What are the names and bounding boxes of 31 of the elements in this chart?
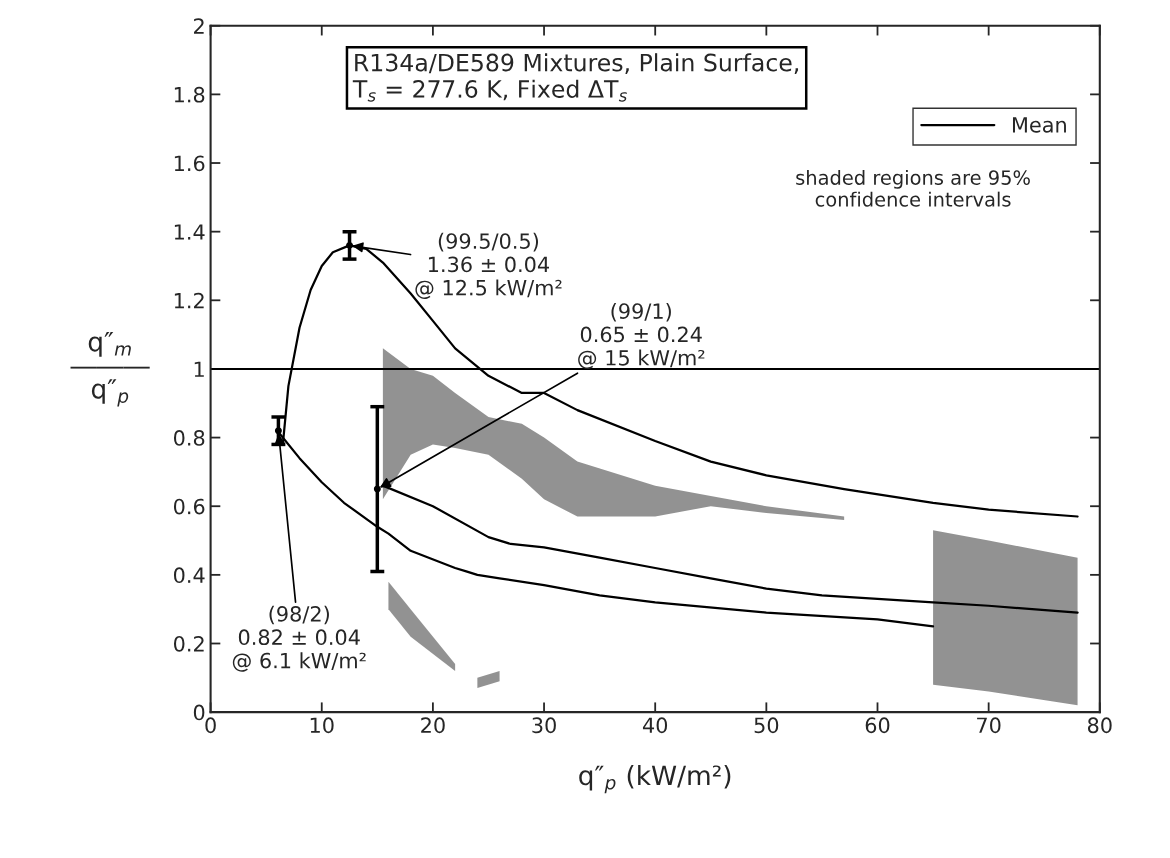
y-tick-label: 0.2 — [173, 635, 204, 652]
x-tick-label: 10 — [310, 717, 334, 734]
x-tick-label: 50 — [754, 717, 779, 734]
x-tick-label: 20 — [421, 717, 445, 734]
y-tick-label: 1.4 — [174, 224, 205, 240]
y-tick-label: 0.4 — [173, 567, 205, 584]
y-tick-label: 0.8 — [173, 430, 205, 446]
x-tick-label: 0 — [205, 717, 216, 734]
y-tick-label: 0 — [193, 704, 205, 721]
y-tick-label: 2 — [194, 18, 204, 34]
y-tick-label: 1 — [194, 361, 204, 377]
y-axis-title: q″$_{m}$ ――― q″$_{p}$ — [70, 332, 150, 407]
y-tick-label: 1.2 — [174, 292, 204, 309]
x-tick-label: 30 — [532, 717, 556, 734]
x-tick-label: 60 — [865, 717, 890, 734]
annotation: (98/2) 0.82 ± 0.04 @ 6.1 kW/m² — [232, 605, 366, 672]
point — [346, 241, 354, 249]
annotation: (99.5/0.5) 1.36 ± 0.04 @ 12.5 kW/m² — [415, 232, 562, 299]
x-axis-title: q″$_{p}$ (kW/m²) — [579, 764, 731, 794]
x-tick-label: 40 — [642, 717, 668, 734]
point — [274, 427, 282, 435]
y-tick-label: 0.6 — [173, 498, 205, 515]
annotation: shaded regions are 95% confidence intervals — [796, 169, 1030, 207]
legend-label: Mean — [1012, 117, 1066, 133]
y-tick-label: 1.6 — [174, 155, 205, 172]
text: R134a/DE589 Mixtures, Plain Surface, T$_{s}$ = 277.6 K, Fixed ΔT$_{s}$ — [352, 53, 799, 102]
x-tick-label: 70 — [977, 717, 1001, 734]
point — [373, 485, 381, 493]
annotation: (99/1) 0.65 ± 0.24 @ 15 kW/m² — [578, 302, 705, 369]
x-tick-label: 80 — [1087, 717, 1112, 734]
y-tick-label: 1.8 — [174, 86, 205, 103]
